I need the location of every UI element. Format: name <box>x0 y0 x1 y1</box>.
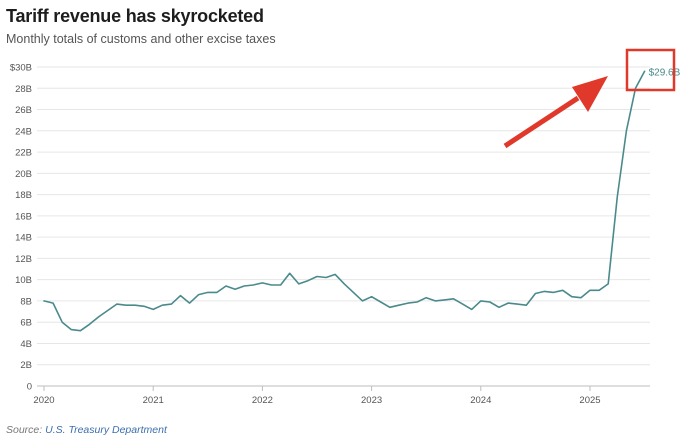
annotation-arrow-head <box>572 76 608 112</box>
y-tick-label: 28B <box>15 84 32 95</box>
y-tick-label: 8B <box>20 296 32 307</box>
annotation-arrow-shaft <box>503 95 580 149</box>
source-label: Source: <box>6 424 43 436</box>
y-tick-label: 18B <box>15 190 32 201</box>
chart-title: Tariff revenue has skyrocketed <box>6 6 264 26</box>
y-tick-label: $30B <box>10 63 32 74</box>
gridlines <box>37 66 650 366</box>
y-axis: 0 2B 4B 6B 8B 10B 12B 14B 16B 18B 20B 22B 24B 26B 28B $… <box>10 63 32 393</box>
y-tick-label: 22B <box>15 148 32 159</box>
y-tick-label: 16B <box>15 211 32 222</box>
annotation-layer: $29.6B <box>503 48 680 149</box>
y-tick-label: 12B <box>15 254 32 265</box>
x-axis: 2020 2021 2022 2023 2024 2025 <box>33 385 650 406</box>
x-tick-label: 2020 <box>33 395 54 406</box>
y-tick-label: 2B <box>20 360 32 371</box>
series-layer <box>43 70 646 332</box>
y-tick-label: 6B <box>20 318 32 329</box>
x-tick-label: 2024 <box>470 395 491 406</box>
x-tick-label: 2021 <box>143 395 164 406</box>
y-tick-label: 14B <box>15 233 32 244</box>
y-tick-label: 0 <box>27 382 32 393</box>
y-tick-label: 20B <box>15 169 32 180</box>
y-tick-label: 4B <box>20 339 32 350</box>
y-tick-label: 10B <box>15 275 32 286</box>
end-value-label: $29.6B <box>649 67 680 78</box>
y-tick-label: 26B <box>15 105 32 116</box>
y-tick-label: 24B <box>15 126 32 137</box>
x-tick-label: 2022 <box>252 395 273 406</box>
source-link[interactable]: U.S. Treasury Department <box>45 424 167 436</box>
source-note: Source: U.S. Treasury Department <box>6 424 167 436</box>
highlight-box <box>625 48 676 92</box>
x-tick-label: 2023 <box>361 395 382 406</box>
chart-subtitle: Monthly totals of customs and other exci… <box>6 32 276 46</box>
x-tick-label: 2025 <box>579 395 600 406</box>
series-line <box>43 70 646 332</box>
